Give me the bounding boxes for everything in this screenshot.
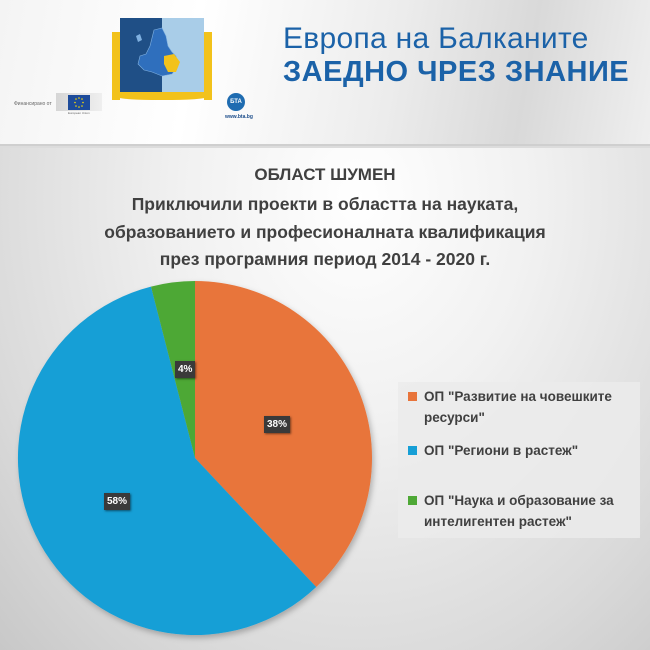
chart-legend: ОП "Развитие на човешките ресурси" ОП "Р… xyxy=(398,382,640,538)
pie-label-blue: 58% xyxy=(104,493,131,510)
banner-title: Европа на Балканите xyxy=(283,22,589,55)
legend-item-regions: ОП "Региони в растеж" xyxy=(408,440,578,461)
chart-title-line1: Приключили проекти в областта на науката… xyxy=(131,194,519,214)
pie-slice-green xyxy=(151,281,195,458)
pie-slice-orange xyxy=(195,281,373,587)
legend-swatch-green-icon xyxy=(408,496,417,505)
pie-label-orange: 38% xyxy=(264,416,291,433)
europe-map-icon xyxy=(136,27,180,77)
funded-by-label: Финансирано от xyxy=(14,101,52,107)
banner-subtitle: ЗАЕДНО ЧРЕЗ ЗНАНИЕ xyxy=(283,56,630,88)
eu-caption: European Union xyxy=(68,111,90,115)
chart-title-line3: през програмния период 2014 - 2020 г. xyxy=(159,249,491,269)
bta-logo-icon: БТА xyxy=(227,93,245,111)
pie-slice-blue xyxy=(17,286,317,636)
eu-flag-icon xyxy=(68,95,90,110)
header-banner: Европа на Балканите ЗАЕДНО ЧРЕЗ ЗНАНИЕ Ф… xyxy=(0,0,650,146)
legend-label: ОП "Наука и образование за xyxy=(424,493,614,508)
legend-swatch-blue-icon xyxy=(408,446,417,455)
europe-book-logo-icon xyxy=(112,12,212,102)
chart-region-title: ОБЛАСТ ШУМЕН xyxy=(254,165,396,184)
bta-url: www.bta.bg xyxy=(225,114,253,120)
legend-item-science: ОП "Наука и образование за интелигентен … xyxy=(408,490,614,532)
legend-label: ОП "Региони в растеж" xyxy=(424,443,579,458)
chart-title-line2: образованието и професионалната квалифик… xyxy=(104,222,546,242)
legend-label-cont: ресурси" xyxy=(424,410,485,425)
legend-item-hr: ОП "Развитие на човешките ресурси" xyxy=(408,386,612,428)
legend-swatch-orange-icon xyxy=(408,392,417,401)
pie-label-green: 4% xyxy=(175,361,196,378)
legend-label-cont: интелигентен растеж" xyxy=(424,514,572,529)
legend-label: ОП "Развитие на човешките xyxy=(424,389,612,404)
